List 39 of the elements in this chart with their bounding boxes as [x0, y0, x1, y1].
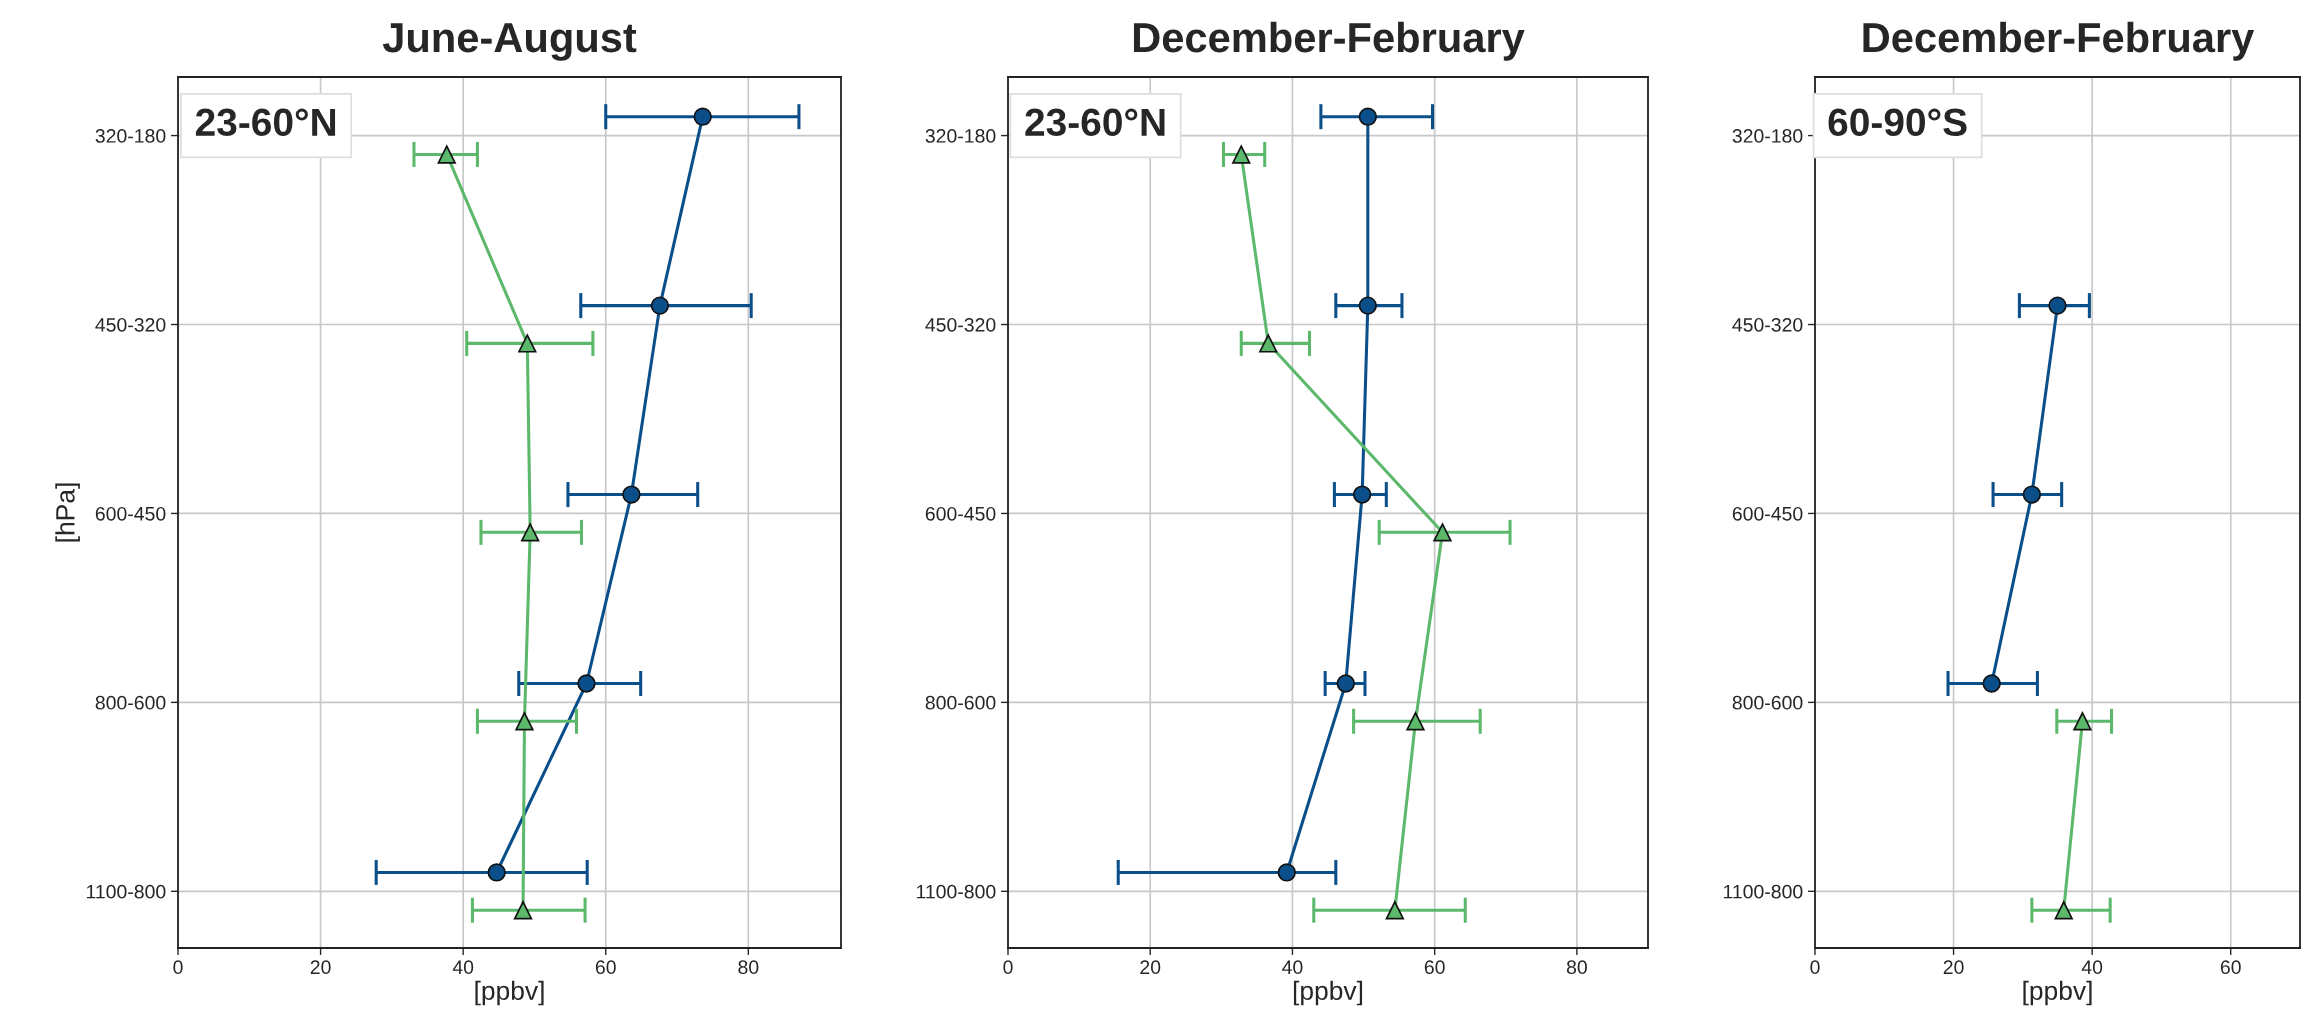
x-tick-label: 80: [1566, 960, 1587, 975]
y-tick-label: 1100-800: [1723, 884, 1803, 899]
x-tick-label: 40: [1282, 960, 1303, 975]
chart-title: June-August: [382, 23, 637, 61]
chart-title: December-February: [1863, 21, 2255, 61]
x-tick-label: 40: [2081, 960, 2103, 975]
y-tick-label: 600-450: [95, 506, 166, 521]
y-tick-label: 320-180: [925, 129, 996, 143]
y-tick-label: 1100-800: [86, 884, 166, 899]
x-tick-label: 0: [173, 960, 183, 975]
annotation: 60-90°S: [1828, 108, 1967, 137]
y-tick-label: 450-320: [95, 317, 166, 332]
y-tick-label: 800-600: [925, 695, 996, 710]
x-tick-label: 60: [2220, 960, 2241, 975]
annotation: 23-60°N: [195, 108, 336, 137]
y-tick-label: 600-450: [1732, 506, 1803, 521]
y-tick-label: 450-320: [1732, 317, 1803, 332]
x-tick-label: 20: [1140, 960, 1161, 975]
x-tick-label: 40: [452, 960, 474, 975]
x-tick-label: 80: [738, 960, 759, 975]
x-tick-label: 60: [1424, 960, 1445, 975]
x-tick-label: 20: [1943, 960, 1964, 975]
x-axis-title: [ppbv]: [1293, 980, 1363, 1006]
y-tick-label: 320-180: [95, 129, 166, 143]
x-tick-label: 20: [310, 960, 331, 975]
y-tick-label: 800-600: [1732, 695, 1803, 710]
x-tick-label: 0: [1003, 960, 1013, 975]
x-axis-title: [ppbv]: [2023, 980, 2092, 1006]
y-tick-label: 320-180: [1732, 129, 1803, 143]
y-tick-label: 1100-800: [916, 884, 996, 899]
x-axis-title: [ppbv]: [475, 980, 544, 1006]
chart-title: December-February: [1133, 21, 1525, 61]
y-tick-label: 450-320: [925, 317, 996, 332]
x-tick-label: 60: [595, 960, 616, 975]
y-tick-label: 600-450: [925, 506, 996, 521]
annotation: 23-60°N: [1025, 108, 1165, 137]
x-tick-label: 0: [1810, 960, 1820, 975]
y-tick-label: 800-600: [95, 695, 166, 710]
y-axis-title: [hPa]: [55, 483, 80, 542]
